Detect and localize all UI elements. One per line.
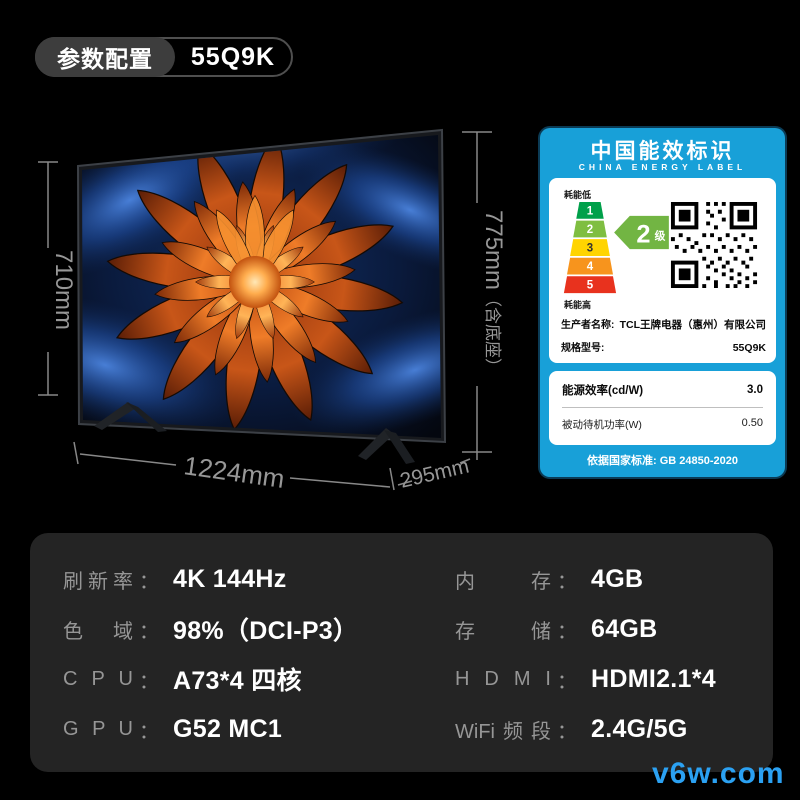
svg-text:3: 3	[587, 243, 593, 255]
energy-rating-arrow: 2 级	[614, 215, 669, 250]
efficiency-value: 3.0	[747, 384, 763, 396]
spec-row-storage: 存 储： 64GB	[455, 614, 658, 643]
energy-grade-card: 耗能低 1 2 3 4 5 2 级	[549, 178, 776, 363]
spec-row-color-gamut: 色 域： 98%（DCI-P3）	[63, 617, 359, 645]
badge-model-label: 55Q9K	[190, 42, 276, 71]
divider	[562, 407, 763, 408]
spec-column-left: 刷新率： 4K 144Hz 色 域： 98%（DCI-P3） C P U： A73*4…	[63, 554, 358, 754]
spec-row-wifi: WiFi频段： 2.4G/5G	[455, 714, 688, 743]
flower	[104, 135, 406, 433]
dimension-height-label: 710mm	[50, 250, 77, 330]
spec-row-cpu: C P U： A73*4 四核	[63, 667, 302, 695]
tv-stand	[94, 402, 415, 464]
spec-row-hdmi: H D M I： HDMI2.1*4	[455, 664, 716, 693]
badge-config-label: 参数配置	[35, 37, 175, 77]
svg-text:2: 2	[636, 220, 650, 248]
svg-text:2: 2	[587, 224, 593, 236]
svg-text:4: 4	[587, 261, 594, 273]
dimension-width-label: 1224mm	[182, 450, 286, 494]
producer-value: TCL王牌电器（惠州）有限公司	[619, 319, 766, 331]
efficiency-row: 能源效率(cd/W) 3.0	[549, 371, 776, 398]
producer-label: 生产者名称:	[561, 320, 615, 331]
spec-row-gpu: G P U： G52 MC1	[63, 714, 283, 743]
dimension-height-with-base-label: 775mm（含底座）	[480, 210, 507, 375]
model-row: 规格型号: 55Q9K	[561, 339, 766, 354]
energy-label-subtitle: CHINA ENERGY LABEL	[578, 162, 747, 172]
standby-value: 0.50	[741, 417, 763, 429]
dimension-lines	[38, 131, 492, 491]
energy-values-card: 能源效率(cd/W) 3.0 被动待机功率(W) 0.50	[549, 371, 776, 445]
efficiency-label: 能源效率(cd/W)	[562, 385, 644, 397]
low-consumption-label: 耗能低	[564, 190, 592, 200]
svg-text:级: 级	[655, 229, 666, 242]
standby-row: 被动待机功率(W) 0.50	[549, 417, 776, 432]
section-badge: 参数配置 55Q9K	[35, 37, 293, 77]
tv-illustration: 710mm 775mm（含底座） 1224mm 295mm	[38, 128, 507, 494]
energy-label: 中国能效标识 CHINA ENERGY LABEL 耗能低 1 2 3 4 5 …	[540, 128, 785, 477]
svg-text:5: 5	[587, 280, 594, 292]
model-value: 55Q9K	[732, 342, 766, 354]
spec-row-memory: 内 存： 4GB	[455, 564, 644, 593]
national-standard-label: 依据国家标准: GB 24850-2020	[587, 455, 738, 467]
spec-panel: 刷新率： 4K 144Hz 色 域： 98%（DCI-P3） C P U： A73*4…	[30, 533, 773, 772]
energy-label-title: 中国能效标识	[590, 140, 735, 163]
standby-label: 被动待机功率(W)	[562, 419, 642, 431]
high-consumption-label: 耗能高	[564, 300, 592, 310]
model-label: 规格型号:	[561, 343, 605, 354]
producer-row: 生产者名称: TCL王牌电器（惠州）有限公司	[561, 316, 766, 332]
energy-grade-pyramid: 1 2 3 4 5	[563, 202, 617, 294]
qr-code	[669, 200, 759, 290]
spec-column-right: 内 存： 4GB 存 储： 64GB H D M I： HDMI2.1*4 WiFi频…	[455, 554, 716, 754]
spec-row-refresh-rate: 刷新率： 4K 144Hz	[63, 564, 287, 593]
watermark: v6w.com	[652, 757, 785, 790]
svg-text:1: 1	[587, 205, 594, 217]
